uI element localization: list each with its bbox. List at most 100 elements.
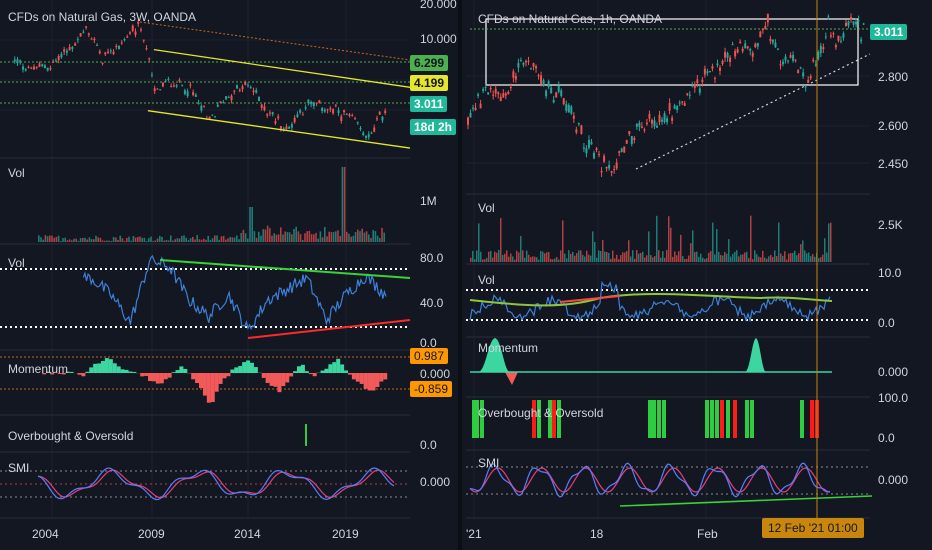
volume-bar bbox=[181, 235, 183, 242]
volume-bar bbox=[291, 234, 293, 242]
candle-body bbox=[615, 162, 618, 169]
candle-body bbox=[271, 112, 274, 115]
candle-body bbox=[214, 116, 217, 118]
momentum-bar bbox=[265, 373, 270, 383]
volume-bar bbox=[317, 238, 319, 242]
candle-body bbox=[545, 90, 548, 97]
volume-bar bbox=[286, 232, 289, 242]
volume-bar bbox=[772, 257, 774, 262]
candle-body bbox=[555, 92, 558, 98]
channel-lower-line bbox=[147, 110, 411, 149]
left-volume-pane bbox=[38, 167, 385, 242]
candle-body bbox=[290, 124, 293, 128]
volume-bar bbox=[680, 234, 682, 262]
volume-bar bbox=[678, 251, 680, 262]
momentum-bar bbox=[199, 373, 203, 388]
candle-body bbox=[736, 49, 739, 53]
volume-bar bbox=[500, 218, 502, 262]
candle-body bbox=[603, 155, 606, 162]
candle-body bbox=[126, 36, 129, 38]
momentum-bar bbox=[195, 373, 200, 384]
candle-body bbox=[593, 152, 595, 159]
candle-body bbox=[570, 106, 573, 114]
volume-bar bbox=[368, 234, 370, 242]
volume-bar bbox=[618, 259, 620, 262]
candle-body bbox=[789, 55, 792, 58]
candle-body bbox=[364, 135, 367, 138]
left-overbought-pane bbox=[305, 424, 307, 446]
volume-bar bbox=[700, 253, 702, 262]
candle-body bbox=[74, 43, 77, 46]
volume-bar bbox=[576, 253, 578, 262]
candle-body bbox=[118, 45, 121, 50]
candle-body bbox=[741, 48, 744, 52]
volume-bar bbox=[764, 257, 766, 262]
volume-bar bbox=[264, 229, 267, 242]
candle-body bbox=[519, 59, 522, 61]
ob-signal-bar bbox=[705, 400, 709, 438]
volume-bar bbox=[185, 237, 187, 242]
ob-signal-bar bbox=[557, 400, 561, 438]
momentum-spike-up bbox=[745, 338, 766, 372]
candle-body bbox=[263, 106, 266, 111]
ob-signal-bar bbox=[733, 400, 737, 438]
volume-bar bbox=[302, 239, 304, 242]
momentum-bar bbox=[132, 371, 137, 373]
left-x-tick-2004: 2004 bbox=[32, 527, 59, 541]
volume-bar bbox=[542, 251, 544, 262]
volume-bar bbox=[269, 228, 271, 242]
volume-bar bbox=[668, 216, 670, 262]
ob-signal-bar bbox=[745, 400, 749, 438]
candle-body bbox=[238, 89, 241, 91]
candle-body bbox=[628, 131, 631, 135]
momentum-bar bbox=[191, 373, 196, 380]
candle-body bbox=[862, 23, 865, 25]
candle-body bbox=[661, 119, 664, 122]
candle-body bbox=[681, 101, 684, 103]
candle-body bbox=[93, 38, 96, 41]
candle-body bbox=[802, 72, 805, 77]
volume-bar bbox=[548, 251, 550, 262]
volume-bar bbox=[776, 256, 778, 262]
volume-bar bbox=[253, 231, 256, 242]
right-price-tick-2450: 2.450 bbox=[878, 157, 909, 171]
volume-bar bbox=[504, 253, 506, 262]
volume-bar bbox=[540, 251, 542, 262]
momentum-bar bbox=[375, 373, 380, 388]
candle-body bbox=[260, 104, 263, 108]
momentum-bar bbox=[324, 368, 329, 373]
left-vol2-tick-80: 80.0 bbox=[420, 251, 444, 265]
candle-body bbox=[514, 75, 517, 80]
candle-body bbox=[164, 80, 167, 82]
candle-body bbox=[724, 51, 727, 58]
momentum-bar bbox=[210, 373, 215, 403]
volume-bar bbox=[532, 256, 534, 262]
candle-body bbox=[857, 20, 860, 22]
candle-body bbox=[90, 38, 93, 40]
volume-bar bbox=[512, 256, 514, 262]
left-vol2-title: Vol bbox=[8, 256, 25, 270]
volume-bar bbox=[714, 254, 716, 262]
volume-bar bbox=[227, 238, 229, 242]
smi-line bbox=[37, 467, 395, 501]
volume-bar bbox=[194, 239, 196, 242]
candle-body bbox=[572, 115, 575, 119]
momentum-bar bbox=[332, 362, 337, 373]
volume-bar bbox=[684, 259, 686, 262]
candle-body bbox=[819, 45, 822, 54]
volume-bar bbox=[93, 239, 95, 242]
right-price-tick-2600: 2.600 bbox=[878, 119, 909, 133]
volume-bar bbox=[255, 237, 258, 242]
candle-body bbox=[726, 53, 729, 58]
volume-bar bbox=[556, 257, 558, 262]
momentum-spike-down bbox=[505, 372, 518, 385]
volume-bar bbox=[161, 236, 163, 242]
left-price-pane bbox=[0, 19, 411, 149]
volume-bar bbox=[119, 235, 121, 242]
candle-body bbox=[708, 71, 711, 73]
candle-body bbox=[766, 13, 769, 23]
volume-bar bbox=[88, 237, 91, 242]
candle-body bbox=[774, 42, 777, 48]
candle-body bbox=[115, 46, 118, 48]
